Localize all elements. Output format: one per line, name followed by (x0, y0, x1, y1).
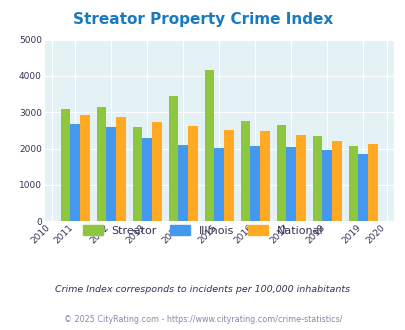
Bar (322, 149, 331, 221)
Text: Crime Index corresponds to incidents per 100,000 inhabitants: Crime Index corresponds to incidents per… (55, 285, 350, 294)
Bar (188, 126, 197, 221)
Bar (331, 141, 341, 221)
Bar (250, 146, 260, 221)
Bar (286, 147, 295, 221)
Bar (224, 130, 233, 221)
Text: © 2025 CityRating.com - https://www.cityrating.com/crime-statistics/: © 2025 CityRating.com - https://www.city… (64, 315, 341, 324)
Legend: Streator, Illinois, National: Streator, Illinois, National (78, 221, 327, 240)
Text: Streator Property Crime Index: Streator Property Crime Index (72, 12, 333, 26)
Bar (276, 125, 286, 221)
Bar (358, 154, 367, 221)
Bar (178, 145, 188, 221)
Bar (152, 122, 162, 221)
Bar (260, 131, 269, 221)
Bar (214, 148, 224, 221)
Bar (70, 124, 80, 221)
Bar (348, 146, 358, 221)
Bar (204, 70, 214, 221)
Bar (106, 127, 116, 221)
Bar (295, 135, 305, 221)
Bar (116, 116, 126, 221)
Bar (142, 138, 152, 221)
Bar (60, 109, 70, 221)
Bar (132, 127, 142, 221)
Bar (96, 107, 106, 221)
Bar (312, 136, 322, 221)
Bar (168, 96, 178, 221)
Bar (240, 121, 250, 221)
Bar (367, 144, 377, 221)
Bar (80, 115, 90, 221)
